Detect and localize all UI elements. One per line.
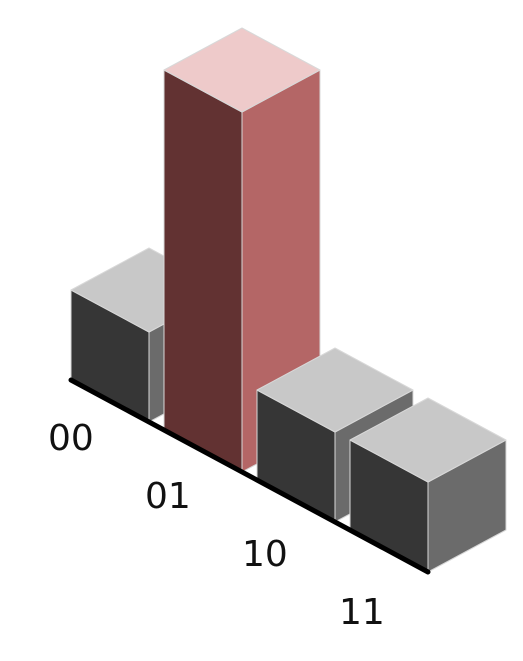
tick-label-11: 11	[339, 592, 385, 633]
bars-group	[70, 27, 507, 573]
bar-11-top	[349, 397, 507, 483]
bar-01-front	[163, 69, 243, 473]
tick-label-00: 00	[48, 418, 94, 459]
tick-labels-group: 00 01 10 11	[48, 418, 385, 633]
bar-01-top	[163, 27, 321, 113]
bar-11	[349, 397, 507, 573]
bar-10-top	[256, 347, 414, 433]
x-axis-line	[68, 377, 431, 575]
tick-label-10: 10	[242, 534, 288, 575]
tick-label-01: 01	[145, 476, 191, 517]
